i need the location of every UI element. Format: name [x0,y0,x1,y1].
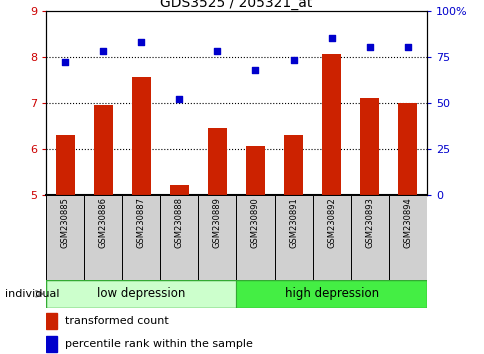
Text: GSM230887: GSM230887 [136,197,146,248]
Bar [160,195,198,280]
Text: transformed count: transformed count [65,316,168,326]
Text: low depression: low depression [97,287,185,300]
Point [403,45,411,50]
Bar [284,135,302,195]
Bar [46,336,58,352]
Bar [236,195,274,280]
Text: high depression: high depression [284,287,378,300]
Bar [312,195,350,280]
Text: GSM230894: GSM230894 [402,197,411,248]
Bar [350,195,388,280]
Text: individual: individual [5,289,59,299]
Bar [46,280,236,308]
Bar [397,103,416,195]
Point [175,96,183,102]
Bar [46,313,58,329]
Bar [56,135,75,195]
Bar [93,105,112,195]
Text: GSM230886: GSM230886 [98,197,107,248]
Bar [208,128,227,195]
Bar [274,195,312,280]
Bar [132,78,151,195]
Bar [46,195,84,280]
Bar [169,185,188,195]
Text: GSM230893: GSM230893 [364,197,374,248]
Point [289,57,297,63]
Text: GSM230888: GSM230888 [174,197,183,248]
Bar [360,98,378,195]
Text: GSM230889: GSM230889 [212,197,222,248]
Text: GSM230892: GSM230892 [326,197,335,248]
Point [327,35,335,41]
Point [251,67,259,72]
Point [137,39,145,45]
Text: GSM230885: GSM230885 [60,197,70,248]
Bar [198,195,236,280]
Bar [236,280,426,308]
Bar [245,147,264,195]
Text: percentile rank within the sample: percentile rank within the sample [65,339,253,349]
Bar [388,195,426,280]
Text: GSM230890: GSM230890 [250,197,259,248]
Bar [122,195,160,280]
Point [61,59,69,65]
Text: GSM230891: GSM230891 [288,197,298,248]
Title: GDS3525 / 205321_at: GDS3525 / 205321_at [160,0,312,10]
Point [213,48,221,54]
Point [365,45,373,50]
Point [99,48,107,54]
Bar [84,195,122,280]
Bar [321,54,340,195]
